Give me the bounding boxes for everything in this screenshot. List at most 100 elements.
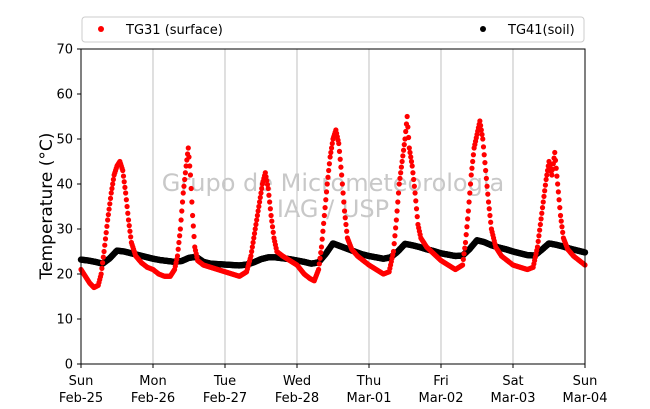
surface-point — [534, 244, 541, 250]
surface-point — [484, 183, 490, 189]
surface-point — [177, 226, 183, 232]
surface-point — [460, 262, 466, 268]
watermark-line-2: IAG / USP — [277, 195, 389, 223]
y-tick-label: 50 — [56, 133, 73, 148]
surface-point — [413, 206, 420, 212]
surface-point — [324, 181, 330, 187]
x-tick-label-day: Mon — [139, 374, 166, 389]
surface-point — [179, 199, 186, 205]
surface-point — [414, 214, 420, 220]
surface-point — [323, 197, 329, 203]
surface-point — [396, 181, 402, 187]
surface-point — [178, 217, 184, 223]
surface-point — [341, 208, 348, 214]
surface-point — [188, 185, 194, 192]
y-tick-label: 0 — [65, 358, 73, 373]
surface-point — [467, 190, 473, 196]
surface-point — [107, 201, 113, 207]
y-tick-label: 30 — [56, 223, 73, 238]
surface-point — [406, 145, 412, 151]
x-axis: Sun Feb-25 Mon Feb-26 Tue Feb-27 Wed Feb-28 Thu M… — [59, 364, 608, 406]
surface-point — [249, 244, 255, 250]
surface-point — [391, 241, 397, 247]
surface-point — [179, 208, 185, 214]
surface-point — [338, 164, 344, 170]
surface-point — [539, 205, 546, 211]
surface-point — [181, 183, 187, 189]
x-tick-label-date: Feb-26 — [131, 391, 175, 406]
surface-point — [403, 128, 409, 135]
surface-point — [408, 158, 415, 165]
surface-point — [488, 219, 494, 225]
surface-point — [254, 217, 260, 223]
x-tick-label-date: Mar-03 — [491, 391, 536, 406]
surface-point — [259, 185, 265, 192]
surface-point — [177, 233, 183, 239]
surface-point — [485, 191, 491, 197]
surface-point — [187, 172, 194, 178]
surface-point — [339, 172, 345, 178]
surface-point — [127, 228, 133, 234]
surface-point — [257, 194, 263, 201]
surface-point — [182, 176, 188, 183]
surface-point — [397, 175, 403, 181]
y-tick-label: 70 — [56, 43, 73, 58]
surface-point — [264, 178, 270, 184]
surface-point — [539, 210, 545, 216]
surface-point — [322, 205, 328, 211]
y-axis: 0 10 20 30 40 50 60 70 — [56, 43, 81, 373]
surface-point — [267, 206, 273, 212]
x-tick-label-day: Thu — [356, 374, 381, 389]
surface-point — [398, 164, 404, 170]
surface-point — [319, 236, 325, 242]
surface-point — [392, 233, 398, 239]
x-tick-label-date: Feb-27 — [203, 391, 247, 406]
surface-point — [252, 226, 258, 232]
surface-point — [256, 203, 262, 210]
surface-point — [249, 248, 255, 255]
surface-point — [124, 203, 130, 210]
y-tick-label: 40 — [56, 178, 73, 193]
x-tick-label-date: Mar-01 — [347, 391, 392, 406]
x-tick-label-day: Tue — [213, 374, 236, 389]
surface-point — [190, 212, 196, 219]
surface-point — [406, 134, 412, 141]
surface-point — [107, 195, 114, 201]
surface-point — [316, 261, 322, 267]
surface-point — [254, 212, 260, 219]
surface-point — [480, 136, 486, 142]
surface-point — [268, 212, 274, 219]
surface-point — [108, 190, 114, 196]
surface-point — [409, 163, 415, 169]
surface-point — [100, 260, 106, 266]
surface-point — [483, 167, 489, 174]
surface-point — [404, 113, 410, 120]
surface-point — [555, 189, 561, 195]
surface-point — [540, 199, 546, 205]
surface-point — [120, 173, 127, 179]
surface-point — [480, 144, 487, 150]
surface-point — [410, 170, 416, 176]
x-tick-label-date: Mar-04 — [563, 391, 608, 406]
surface-point — [337, 156, 343, 162]
x-tick-label-date: Feb-28 — [275, 391, 319, 406]
surface-point — [248, 253, 254, 259]
surface-point — [101, 248, 107, 255]
surface-point — [477, 118, 483, 124]
surface-point — [328, 149, 334, 156]
surface-point — [557, 212, 564, 219]
surface-point — [123, 197, 129, 203]
plot-frame — [80, 48, 586, 365]
surface-point — [486, 206, 492, 212]
surface-point — [413, 198, 419, 204]
surface-point — [463, 232, 469, 238]
surface-point — [191, 233, 197, 240]
watermark: Grupo de Micrometeorologia IAG / USP — [162, 169, 504, 223]
surface-point — [255, 208, 261, 214]
surface-point — [542, 188, 548, 194]
surface-point — [105, 212, 111, 218]
surface-point — [263, 174, 269, 180]
legend-box — [81, 16, 585, 43]
surface-point — [554, 173, 560, 179]
